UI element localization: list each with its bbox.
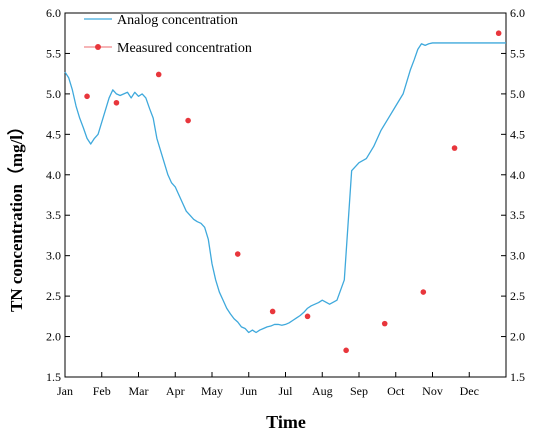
y-tick-label-left: 3.5 xyxy=(46,208,61,222)
x-tick-label-sep: Sep xyxy=(350,384,368,398)
y-tick-label-left: 3.0 xyxy=(46,249,61,263)
x-tick-label-mar: Mar xyxy=(129,384,149,398)
data-point-measured xyxy=(343,347,349,354)
y-tick-label-left: 4.5 xyxy=(46,127,61,141)
x-tick-label-dec: Dec xyxy=(460,384,479,398)
data-point-measured xyxy=(113,99,120,106)
x-axis-title: Time xyxy=(266,412,306,432)
legend: Analog concentration Measured concentrat… xyxy=(84,13,252,56)
data-point-measured xyxy=(234,251,241,257)
legend-marker-swatch xyxy=(95,44,101,50)
x-tick-label-nov: Nov xyxy=(422,384,443,398)
x-tick-label-jul: Jul xyxy=(278,384,293,398)
data-point-measured xyxy=(269,308,276,315)
legend-label-measured: Measured concentration xyxy=(117,41,252,56)
plot-border xyxy=(64,12,507,378)
data-point-measured xyxy=(451,145,458,151)
y-tick-label-left: 2.5 xyxy=(46,289,61,303)
y-tick-label-left: 2.0 xyxy=(46,330,61,344)
x-tick-label-may: May xyxy=(201,384,223,398)
y-tick-label-right: 5.5 xyxy=(510,46,525,60)
y-tick-label-left: 1.5 xyxy=(46,370,61,384)
y-tick-label-left: 5.5 xyxy=(46,46,61,60)
axis-ticks: 1.5 1.5 2.0 2.0 2.5 2.5 3.0 3.0 3.5 3.5 4.0 4.0 4.5 4… xyxy=(46,6,525,398)
y-tick-label-right: 5.0 xyxy=(510,87,525,101)
y-tick-label-right: 1.5 xyxy=(510,370,525,384)
series-layer xyxy=(64,30,506,354)
y-tick-label-right: 3.5 xyxy=(510,208,525,222)
y-tick-label-right: 2.0 xyxy=(510,330,525,344)
x-tick-label-apr: Apr xyxy=(166,384,185,398)
plot-area xyxy=(64,12,507,378)
data-point-measured xyxy=(155,71,162,78)
legend-label-analog: Analog concentration xyxy=(117,13,238,28)
data-point-measured xyxy=(304,313,311,320)
data-point-measured xyxy=(420,289,427,295)
data-point-measured xyxy=(495,30,502,37)
y-tick-label-right: 3.0 xyxy=(510,249,525,263)
x-tick-label-aug: Aug xyxy=(312,384,333,398)
y-tick-label-left: 6.0 xyxy=(46,6,61,20)
series-line-analog-concentration xyxy=(64,42,506,334)
y-tick-label-right: 4.0 xyxy=(510,168,525,182)
data-point-measured xyxy=(381,320,388,327)
x-tick-label-feb: Feb xyxy=(93,384,111,398)
y-tick-label-left: 5.0 xyxy=(46,87,61,101)
data-point-measured xyxy=(84,93,90,100)
y-axis-title: TN concentration（mg/l） xyxy=(6,118,26,312)
data-point-measured xyxy=(185,117,191,124)
y-tick-label-left: 4.0 xyxy=(46,168,61,182)
y-tick-label-right: 4.5 xyxy=(510,127,525,141)
y-tick-label-right: 2.5 xyxy=(510,289,525,303)
x-tick-label-jan: Jan xyxy=(57,384,73,398)
x-tick-label-oct: Oct xyxy=(387,384,405,398)
y-tick-label-right: 6.0 xyxy=(510,6,525,20)
x-tick-label-jun: Jun xyxy=(240,384,257,398)
